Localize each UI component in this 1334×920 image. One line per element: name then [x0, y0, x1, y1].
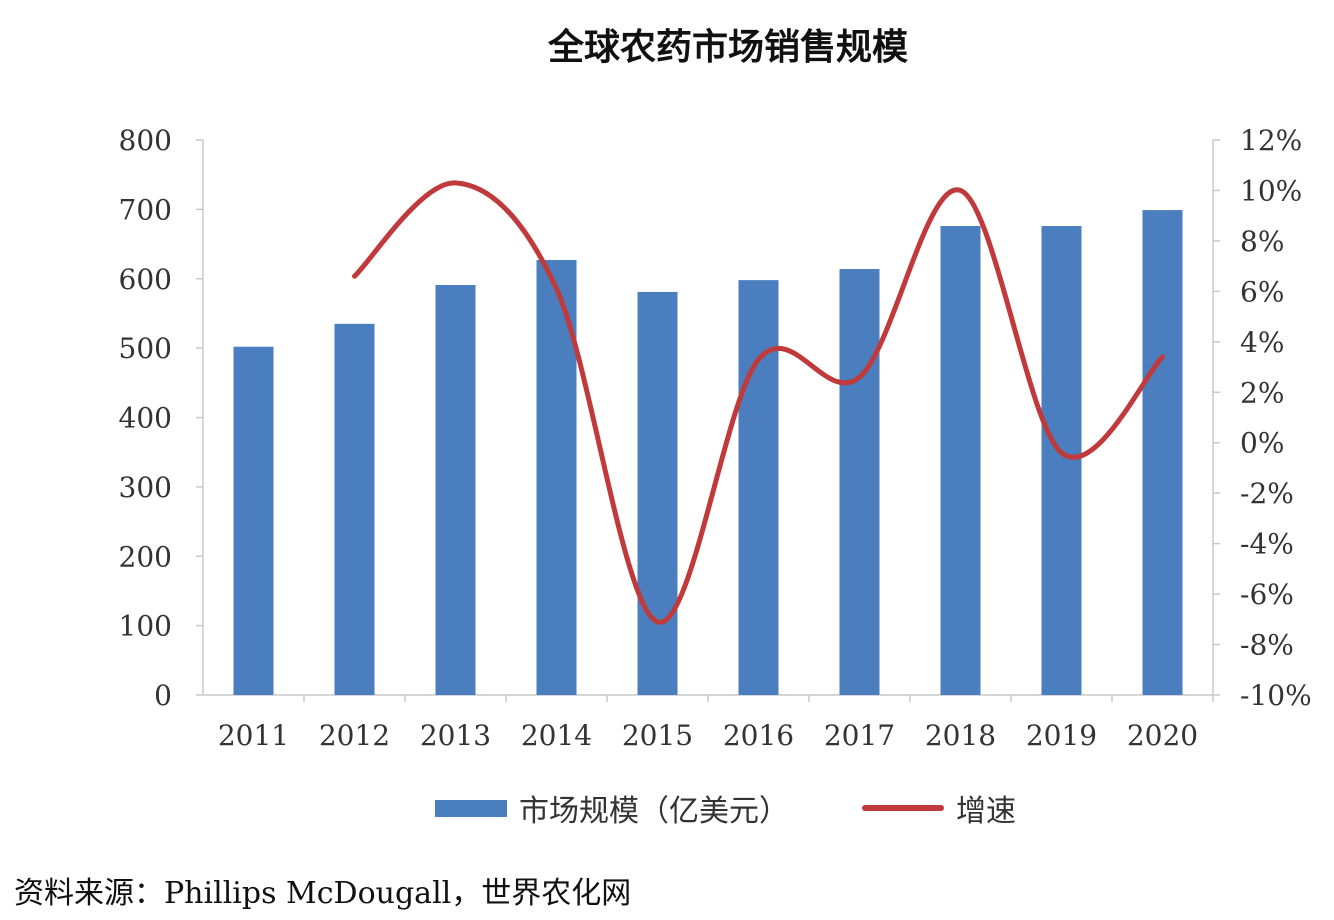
right-axis-tick-label: -2%: [1240, 477, 1294, 510]
left-axis-tick-label: 300: [119, 471, 172, 504]
left-axis-tick-label: 400: [119, 402, 172, 435]
left-axis-tick-label: 800: [119, 124, 172, 157]
x-axis-tick-label: 2015: [622, 719, 693, 752]
x-axis-tick-label: 2020: [1127, 719, 1198, 752]
bar-series: [233, 210, 1183, 695]
right-axis-tick-label: -4%: [1240, 528, 1294, 561]
left-axis-tick-label: 200: [119, 540, 172, 573]
right-axis-tick-label: 2%: [1240, 376, 1284, 409]
bar-2011: [233, 346, 274, 695]
right-axis-tick-label: 10%: [1240, 174, 1302, 207]
x-axis-tick-label: 2013: [420, 719, 491, 752]
legend-item-market-size: 市场规模（亿美元）: [435, 783, 789, 833]
bar-2013: [435, 284, 476, 695]
bar-2012: [334, 323, 375, 695]
left-axis-tick-label: 600: [119, 263, 172, 296]
right-axis-tick-label: 12%: [1240, 124, 1302, 157]
growth-line-series: [352, 180, 1165, 625]
legend: 市场规模（亿美元） 增速: [0, 783, 1334, 833]
x-axis-tick-label: 2018: [925, 719, 996, 752]
left-axis-tick-label: 0: [154, 679, 172, 712]
left-axis-tick-label: 500: [119, 332, 172, 365]
left-axis-tick-label: 700: [119, 193, 172, 226]
source-note: 资料来源：Phillips McDougall，世界农化网: [14, 876, 632, 911]
right-axis-tick-label: -10%: [1240, 679, 1312, 712]
tick-labels: 0 100 200 300 400 500 600 700 800 -10% -8% -6% -4% -2…: [119, 124, 1312, 752]
legend-label-growth: 增速: [956, 794, 1016, 829]
bar-2017: [839, 269, 880, 695]
right-axis-tick-label: -6%: [1240, 578, 1294, 611]
right-axis-tick-label: -8%: [1240, 629, 1294, 662]
bar-2015: [637, 291, 678, 695]
x-axis-tick-label: 2012: [319, 719, 390, 752]
x-axis-tick-label: 2017: [824, 719, 895, 752]
right-axis-tick-label: 6%: [1240, 275, 1284, 308]
bar-2019: [1041, 226, 1082, 695]
legend-line-swatch: [862, 805, 944, 811]
chart-title: 全球农药市场销售规模: [547, 27, 908, 68]
legend-bar-swatch: [435, 799, 507, 817]
x-axis-tick-label: 2011: [218, 719, 289, 752]
chart-plot: 0 100 200 300 400 500 600 700 800 -10% -8% -6% -4% -2…: [119, 124, 1312, 752]
x-axis-tick-label: 2019: [1026, 719, 1097, 752]
right-axis-tick-label: 4%: [1240, 326, 1284, 359]
x-axis-tick-label: 2016: [723, 719, 794, 752]
legend-item-growth: 增速: [862, 783, 1016, 833]
x-axis-tick-label: 2014: [521, 719, 592, 752]
legend-label-market-size: 市场规模（亿美元）: [519, 794, 789, 829]
bar-2018: [940, 226, 981, 695]
bar-2016: [738, 280, 779, 695]
bar-2020: [1142, 210, 1183, 695]
right-axis-tick-label: 8%: [1240, 225, 1284, 258]
right-axis-tick-label: 0%: [1240, 427, 1284, 460]
left-axis-tick-label: 100: [119, 610, 172, 643]
growth-line: [352, 180, 1165, 625]
